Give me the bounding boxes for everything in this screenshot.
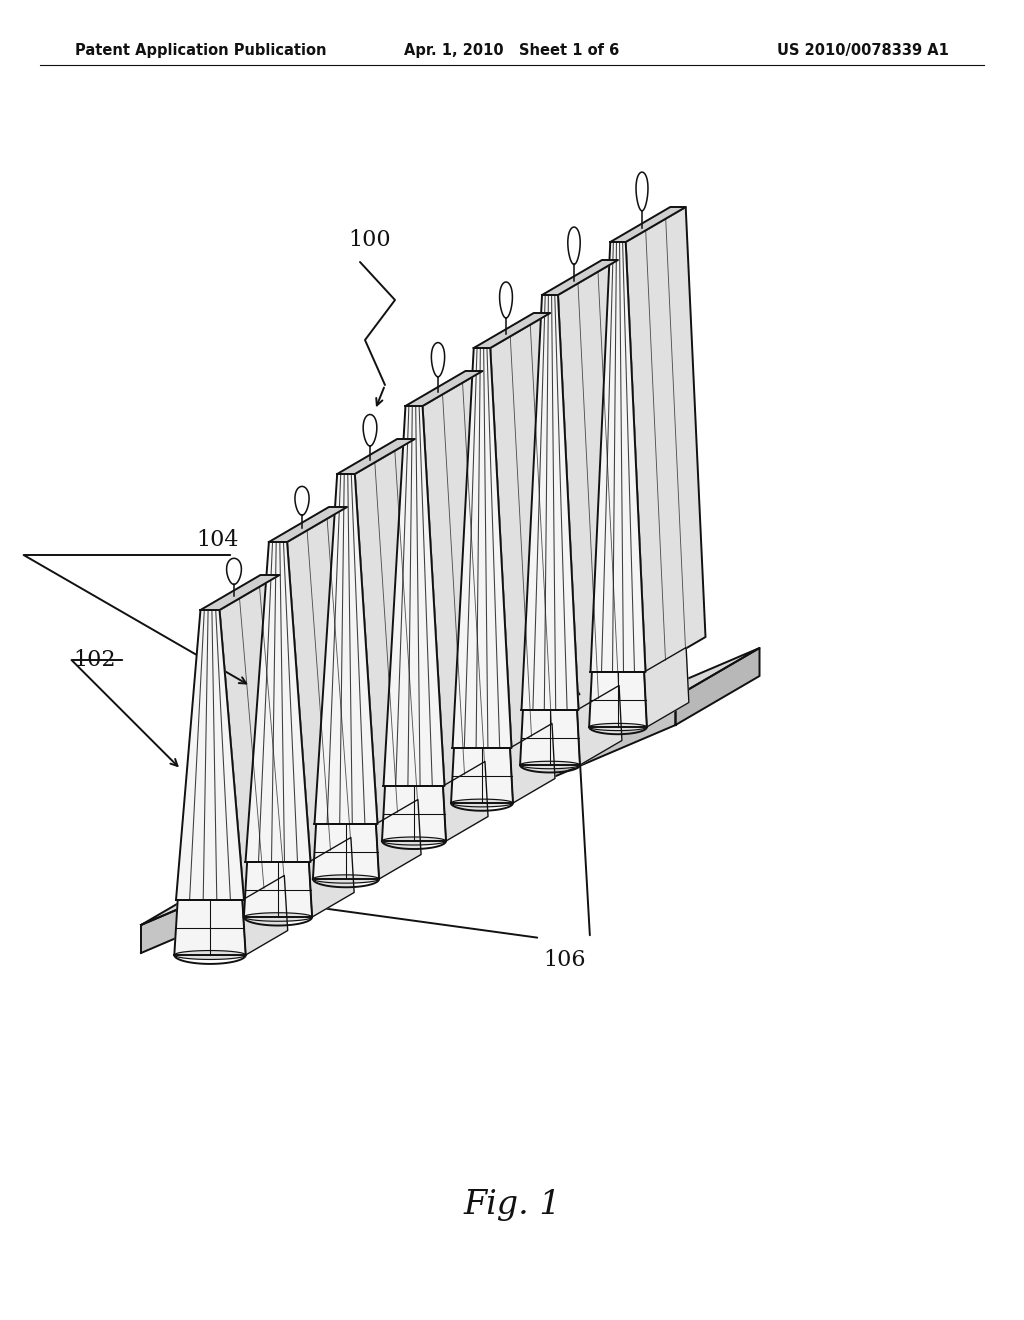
Text: Apr. 1, 2010   Sheet 1 of 6: Apr. 1, 2010 Sheet 1 of 6 (404, 42, 620, 58)
Polygon shape (474, 313, 550, 348)
Polygon shape (610, 207, 686, 242)
Polygon shape (376, 800, 421, 879)
Text: US 2010/0078339 A1: US 2010/0078339 A1 (777, 42, 949, 58)
Text: 106: 106 (544, 949, 587, 972)
Polygon shape (384, 407, 444, 785)
Polygon shape (490, 313, 571, 748)
Polygon shape (452, 799, 513, 807)
Polygon shape (644, 648, 689, 727)
Polygon shape (542, 260, 617, 294)
Polygon shape (176, 610, 244, 900)
Polygon shape (313, 824, 379, 879)
Polygon shape (244, 912, 312, 921)
Polygon shape (243, 875, 288, 954)
Polygon shape (141, 697, 676, 953)
Polygon shape (431, 343, 444, 376)
Polygon shape (174, 950, 246, 960)
Text: 102: 102 (74, 649, 117, 671)
Polygon shape (676, 648, 760, 725)
Polygon shape (382, 785, 446, 841)
Polygon shape (337, 440, 415, 474)
Polygon shape (246, 543, 310, 862)
Text: Fig. 1: Fig. 1 (463, 1189, 561, 1221)
Polygon shape (226, 558, 242, 585)
Polygon shape (520, 762, 580, 768)
Polygon shape (219, 576, 304, 900)
Polygon shape (382, 837, 446, 845)
Polygon shape (314, 474, 378, 824)
Polygon shape (568, 227, 581, 264)
Polygon shape (295, 487, 309, 515)
Polygon shape (141, 648, 760, 925)
Polygon shape (313, 875, 379, 883)
Text: Patent Application Publication: Patent Application Publication (75, 42, 327, 58)
Polygon shape (244, 862, 312, 917)
Polygon shape (174, 900, 246, 954)
Polygon shape (558, 260, 639, 710)
Polygon shape (364, 414, 377, 446)
Polygon shape (521, 294, 579, 710)
Polygon shape (520, 710, 580, 766)
Polygon shape (406, 371, 482, 407)
Polygon shape (589, 672, 647, 727)
Polygon shape (309, 837, 354, 917)
Polygon shape (269, 507, 347, 543)
Text: 104: 104 (197, 529, 240, 550)
Polygon shape (510, 723, 555, 803)
Polygon shape (201, 576, 280, 610)
Polygon shape (500, 282, 512, 318)
Polygon shape (589, 723, 647, 730)
Polygon shape (636, 172, 648, 211)
Polygon shape (626, 207, 706, 672)
Polygon shape (287, 507, 371, 862)
Polygon shape (591, 242, 645, 672)
Polygon shape (453, 348, 512, 748)
Polygon shape (423, 371, 505, 785)
Polygon shape (578, 685, 622, 766)
Text: 100: 100 (349, 228, 391, 251)
Polygon shape (355, 440, 437, 824)
Polygon shape (451, 748, 513, 803)
Polygon shape (443, 762, 488, 841)
